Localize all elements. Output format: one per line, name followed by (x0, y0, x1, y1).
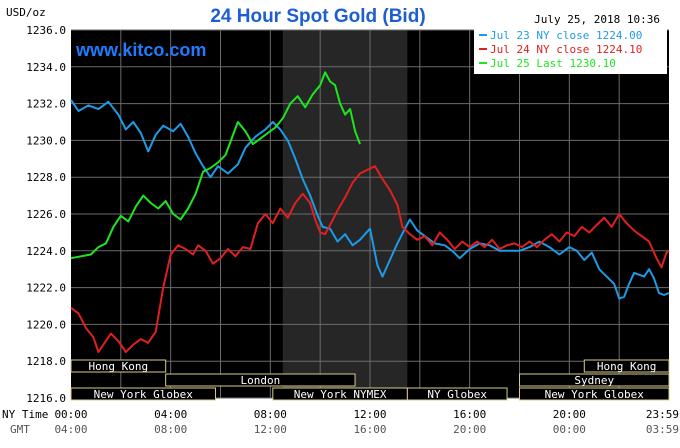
series-line-2 (70, 165, 670, 353)
x-tick-label-ny: 08:00 (254, 408, 287, 421)
grid (71, 29, 669, 399)
x-tick-label-gmt: 04:00 (54, 423, 87, 436)
y-tick-label: 1222.0 (26, 282, 66, 295)
series-line-3 (70, 71, 361, 260)
x-tick-label-ny: 00:00 (54, 408, 87, 421)
y-tick-label: 1216.0 (26, 392, 66, 405)
session-band (519, 373, 670, 387)
x-tick-labels: 00:00 04:00 04:00 08:00 08:00 12:00 12:00 16:00… (54, 408, 679, 436)
session-label: New York NYMEX (294, 388, 387, 401)
legend-entry: Jul 24 NY close 1224.10 (490, 43, 642, 56)
x-tick-label-gmt: 16:00 (353, 423, 386, 436)
y-tick-label: 1228.0 (26, 171, 66, 184)
website-label: www.kitco.com (75, 40, 206, 60)
y-tick-label: 1218.0 (26, 355, 66, 368)
session-band (165, 373, 356, 387)
x-axis-label-ny: NY Time (2, 408, 48, 421)
series-line-1 (70, 99, 670, 300)
y-tick-label: 1236.0 (26, 24, 66, 37)
x-tick-label-ny: 20:00 (553, 408, 586, 421)
x-tick-label-gmt: 00:00 (553, 423, 586, 436)
session-band (70, 387, 217, 401)
session-label: Hong Kong (89, 360, 149, 373)
session-band (406, 387, 508, 401)
session-label: NY Globex (427, 388, 487, 401)
x-tick-label-gmt: 03:59 (646, 423, 679, 436)
y-tick-label: 1226.0 (26, 208, 66, 221)
x-tick-label-ny: 12:00 (353, 408, 386, 421)
session-label: New York Globex (545, 388, 645, 401)
timestamp: July 25, 2018 10:36 (534, 13, 660, 26)
series-group (70, 71, 670, 353)
x-tick-label-ny: 23:59 (646, 408, 679, 421)
legend-entry: Jul 25 Last 1230.10 (490, 57, 616, 70)
y-tick-label: 1220.0 (26, 318, 66, 331)
x-tick-label-ny: 16:00 (453, 408, 486, 421)
x-tick-label-gmt: 08:00 (154, 423, 187, 436)
chart-title: 24 Hour Spot Gold (Bid) (210, 6, 425, 27)
x-axis-label-gmt: GMT (10, 423, 30, 436)
x-tick-label-gmt: 20:00 (453, 423, 486, 436)
legend-background (474, 29, 667, 74)
x-tick-label-gmt: 12:00 (254, 423, 287, 436)
y-tick-label: 1232.0 (26, 98, 66, 111)
session-band (519, 387, 670, 401)
session-band (583, 359, 670, 373)
session-band (70, 359, 167, 373)
session-label: Sydney (574, 374, 614, 387)
y-axis-label: USD/oz (6, 6, 46, 19)
y-tick-labels: 1236.0 1234.0 1232.0 1230.0 1228.0 1226.0 1224… (26, 24, 66, 405)
y-tick-label: 1234.0 (26, 61, 66, 74)
session-label: London (240, 374, 280, 387)
market-sessions: Hong Kong London New York Globex New York N… (70, 359, 670, 401)
session-label: New York Globex (94, 388, 194, 401)
legend-entry: Jul 23 NY close 1224.00 (490, 29, 642, 42)
session-label: Hong Kong (597, 360, 657, 373)
x-tick-label-ny: 04:00 (154, 408, 187, 421)
y-tick-label: 1224.0 (26, 245, 66, 258)
y-tick-label: 1230.0 (26, 134, 66, 147)
